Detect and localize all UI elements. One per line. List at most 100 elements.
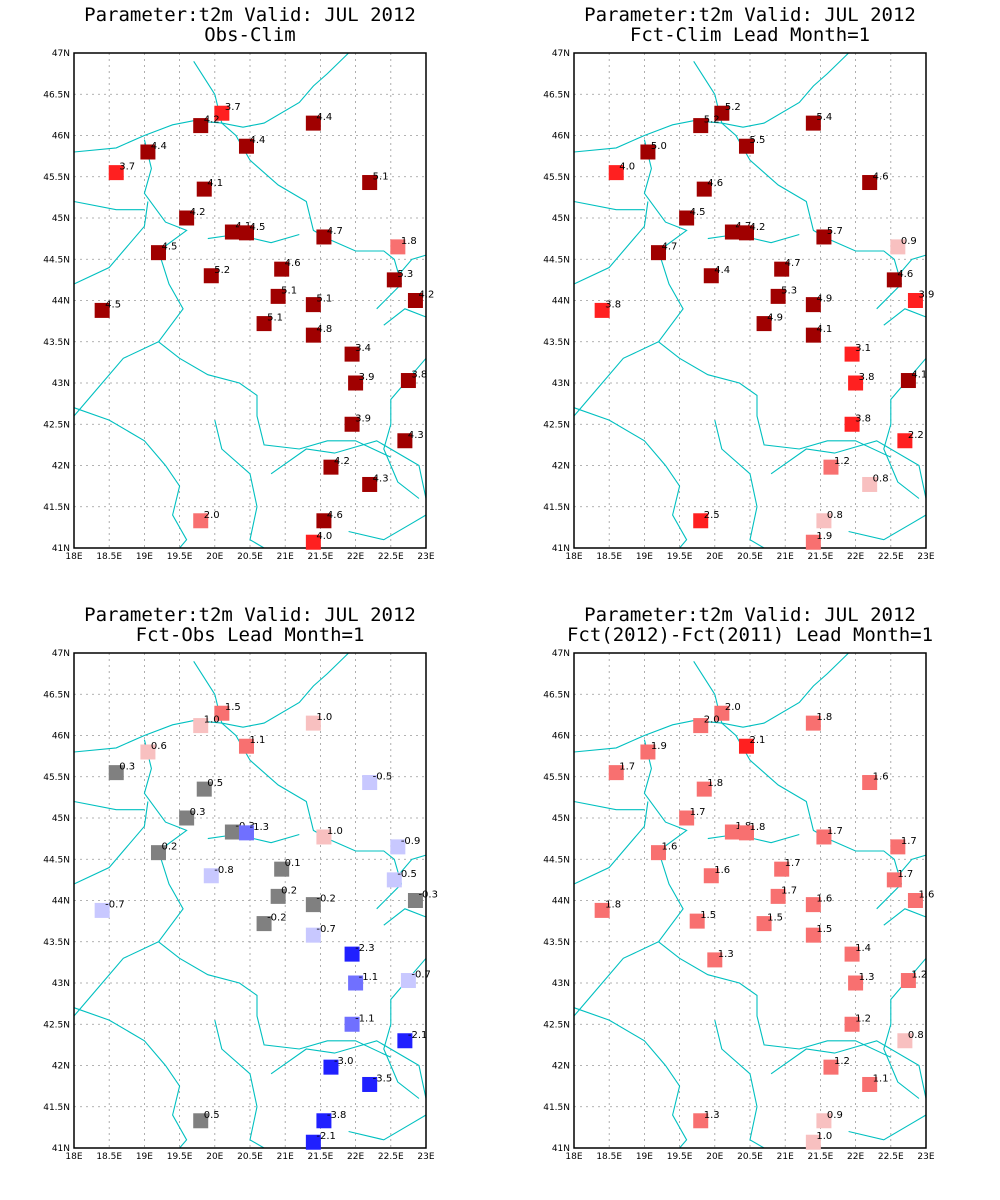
station-marker [224, 224, 240, 240]
station-value: 4.6 [707, 178, 723, 189]
x-tick-label: 20.5E [737, 552, 763, 562]
station-value: 5.3 [397, 269, 413, 280]
border-line [848, 514, 927, 541]
station-marker [193, 513, 209, 529]
station-value: 4.6 [327, 510, 343, 521]
border-line [573, 800, 645, 811]
station-marker [238, 825, 254, 841]
map-panel: 18E 18.5E 19E 19.5E 20E 20.5E 21E 21.5E 22E 22.5E… [43, 4, 435, 562]
station-marker [400, 973, 416, 989]
station-value: 1.6 [714, 865, 730, 876]
station-marker [805, 115, 821, 131]
station-marker [703, 268, 719, 284]
station-marker [640, 144, 656, 160]
panel-title: Parameter:t2m Valid: JUL 2012 [584, 4, 916, 26]
station-value: 4.6 [873, 172, 889, 183]
y-tick-label: 42N [552, 1062, 570, 1072]
station-marker [179, 810, 195, 826]
station-value: 0.8 [873, 473, 889, 484]
station-marker [816, 513, 832, 529]
station-marker [270, 888, 286, 904]
y-tick-label: 46N [52, 732, 70, 742]
station-value: -2.1 [408, 1030, 428, 1041]
station-marker [844, 416, 860, 432]
border-line [348, 514, 427, 541]
station-value: 4.1 [911, 370, 927, 381]
border-line [73, 800, 145, 811]
station-marker [203, 268, 219, 284]
station-marker [150, 845, 166, 861]
x-tick-label: 21.5E [808, 552, 834, 562]
station-marker [886, 272, 902, 288]
station-value: 1.6 [816, 894, 832, 905]
y-tick-label: 41.5N [43, 1103, 70, 1113]
station-marker [316, 829, 332, 845]
panel-subtitle: Obs-Clim [204, 24, 296, 46]
station-value: 1.7 [781, 885, 797, 896]
station-marker [679, 210, 695, 226]
station-value: 1.2 [834, 1056, 850, 1067]
station-value: 1.0 [327, 826, 343, 837]
station-value: 1.3 [718, 949, 734, 960]
station-marker [862, 775, 878, 791]
x-tick-label: 20E [706, 552, 723, 562]
station-value: 0.2 [161, 842, 177, 853]
station-value: 4.5 [161, 242, 177, 253]
station-marker [738, 138, 754, 154]
station-marker [696, 181, 712, 197]
station-marker [386, 872, 402, 888]
station-value: 4.7 [661, 242, 677, 253]
y-tick-label: 43N [552, 379, 570, 389]
station-value: 1.5 [225, 702, 241, 713]
station-value: 1.3 [859, 972, 875, 983]
station-marker [897, 1033, 913, 1049]
y-tick-label: 41N [52, 544, 70, 554]
station-value: -0.3 [418, 890, 438, 901]
station-value: 1.8 [749, 822, 765, 833]
y-tick-label: 41.5N [543, 503, 570, 513]
x-tick-label: 18.5E [596, 1152, 622, 1162]
station-marker [400, 373, 416, 389]
map-frame [73, 52, 427, 549]
station-marker [693, 718, 709, 734]
station-marker [214, 705, 230, 721]
station-marker [900, 973, 916, 989]
station-value: 1.8 [816, 712, 832, 723]
border-line [73, 652, 349, 753]
station-marker [256, 316, 272, 332]
station-marker [724, 824, 740, 840]
y-tick-label: 45N [552, 214, 570, 224]
border-line [270, 1040, 427, 1099]
station-value: -0.7 [316, 924, 336, 935]
x-tick-label: 21.5E [308, 552, 334, 562]
station-marker [693, 118, 709, 134]
station-value: 2.0 [704, 715, 720, 726]
border-line [214, 419, 265, 549]
station-marker [823, 459, 839, 475]
station-marker [844, 346, 860, 362]
station-marker [362, 175, 378, 191]
x-tick-label: 21E [277, 1152, 294, 1162]
station-value: -2.1 [316, 1131, 336, 1142]
station-value: 4.1 [816, 324, 832, 335]
station-marker [238, 138, 254, 154]
station-value: 4.8 [316, 324, 332, 335]
station-marker [323, 459, 339, 475]
x-tick-label: 22.5E [378, 552, 404, 562]
map-frame [573, 52, 927, 549]
y-tick-label: 43.5N [543, 938, 570, 948]
station-value: 1.7 [785, 858, 801, 869]
station-value: 4.2 [204, 115, 220, 126]
station-value: 5.3 [781, 285, 797, 296]
x-tick-label: 18.5E [596, 552, 622, 562]
station-marker [344, 416, 360, 432]
station-marker [386, 272, 402, 288]
y-tick-label: 42.5N [43, 1020, 70, 1030]
y-tick-label: 44N [52, 897, 70, 907]
x-tick-label: 23E [917, 552, 934, 562]
station-value: 4.2 [749, 222, 765, 233]
station-value: 1.9 [651, 741, 667, 752]
station-marker [316, 229, 332, 245]
station-marker [816, 829, 832, 845]
x-tick-label: 22.5E [378, 1152, 404, 1162]
